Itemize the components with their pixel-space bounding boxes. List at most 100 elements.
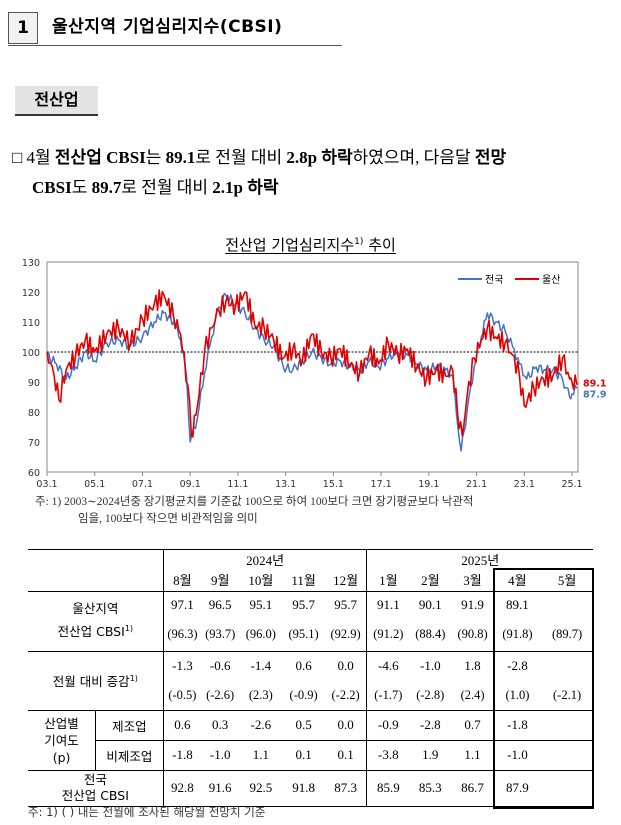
summary-line1-run-7: 전망: [474, 148, 507, 167]
change-label: 전월 대비 증감1): [28, 650, 164, 710]
change-forecast-cell-4: (-2.2): [331, 687, 360, 702]
national-cbsi-cell-2: 92.5: [239, 769, 283, 807]
month-header-1: 9월: [201, 569, 240, 592]
non-manufacturing-cell-3: 0.1: [282, 739, 325, 770]
change-cell-5: -4.6: [366, 650, 410, 681]
ulsan-cbsi-cell-7: 91.9: [451, 590, 494, 618]
ulsan-cbsi-cell-0: 97.1: [162, 590, 202, 618]
manufacturing-cell-2: -2.6: [239, 709, 283, 740]
x-tick-label-9: 21.1: [466, 479, 487, 490]
national-cbsi-cell-6: 85.3: [409, 769, 452, 807]
national-cbsi-cell-4: 87.3: [324, 769, 367, 807]
x-tick-label-3: 09.1: [180, 479, 201, 490]
summary-line2-run-0: CBSI: [32, 178, 72, 197]
x-tick-label-0: 03.1: [36, 479, 57, 490]
ulsan-cbsi-cell-2: 95.1: [239, 590, 283, 618]
month-header-9: 5월: [541, 569, 593, 592]
national-cbsi-cell-0: 92.8: [162, 769, 202, 807]
x-tick-label-5: 13.1: [275, 479, 296, 490]
month-header-8: 4월: [493, 569, 542, 592]
ulsan-cbsi-label: 울산지역 전산업 CBSI1): [28, 590, 164, 651]
x-tick-label-7: 17.1: [371, 479, 392, 490]
ulsan-forecast-cell-7: (90.8): [457, 626, 488, 641]
ulsan-forecast-cell-4: (92.9): [330, 626, 361, 641]
change-forecast-cell-0: (-0.5): [162, 681, 202, 710]
x-tick-label-8: 19.1: [418, 479, 439, 490]
line-chart: 60 70 80 90 100 110 120 130 03.1 05.1 07.1 09.1 11.1…: [22, 258, 607, 490]
change-forecast-cell-5: (-1.7): [366, 681, 410, 710]
ulsan-forecast-cell-2: (96.0): [245, 626, 276, 641]
ulsan-cbsi-cell-9: [541, 590, 593, 618]
x-tick-label-11: 25.1: [561, 479, 582, 490]
year-header-row: 2024년 2025년: [28, 549, 593, 591]
summary-line1-run-2: 는: [145, 148, 166, 167]
non-manufacturing-cell-2: 1.1: [239, 739, 283, 770]
change-forecast-cell-2: (2.3): [248, 687, 273, 702]
change-forecast-cell-1: (-2.6): [206, 687, 235, 702]
change-forecast-row: (-0.5) (-2.6) (2.3) (-0.9) (-2.2) (-1.7) (-2.8…: [28, 681, 593, 710]
manufacturing-cell-1: 0.3: [201, 709, 240, 740]
series-line-1: [46, 289, 578, 438]
ulsan-forecast-cell-9: (89.7): [551, 626, 583, 641]
non-manufacturing-label: 비제조업: [95, 739, 164, 770]
legend-label-national: 전국: [485, 274, 503, 286]
table-footnote: 주: 1) ( ) 내는 전월에 조사된 해당월 전망치 기준: [28, 805, 266, 819]
national-cbsi-cell-1: 91.6: [201, 769, 240, 807]
section-title: 울산지역 기업심리지수(CBSI): [52, 17, 283, 37]
ulsan-forecast-cell-5: (91.2): [366, 618, 410, 651]
ulsan-forecast-cell-6: (88.4): [415, 626, 446, 641]
change-cell-6: -1.0: [409, 650, 452, 681]
section-number: 1: [8, 12, 38, 44]
change-cell-2: -1.4: [239, 650, 283, 681]
change-cell-0: -1.3: [162, 650, 202, 681]
ulsan-forecast-cell-1: (93.7): [205, 626, 236, 641]
x-tick-label-6: 15.1: [323, 479, 344, 490]
ulsan-forecast-cell-3: (95.1): [288, 626, 319, 641]
month-header-3: 11월: [282, 569, 325, 592]
manufacturing-cell-5: -0.9: [366, 709, 410, 740]
ulsan-cbsi-row: 울산지역 전산업 CBSI1) 97.1 96.5 95.1 95.7 95.7 91.1…: [28, 590, 593, 651]
ulsan-cbsi-cell-6: 90.1: [409, 590, 452, 618]
summary-line-1: □ 4월 전산업 CBSI는 89.1로 전월 대비 2.8p 하락하였으며, …: [12, 143, 612, 173]
change-cell-1: -0.6: [201, 650, 240, 681]
change-cell-9: [541, 650, 593, 681]
y-tick-label-0: 60: [28, 468, 40, 479]
non-manufacturing-row: 비제조업 -1.8 -1.0 1.1 0.1 0.1 -3.8 1.9 1.1 -1.0: [28, 739, 593, 770]
y-tick-label-5: 110: [22, 318, 40, 329]
national-cbsi-cell-5: 85.9: [366, 769, 410, 807]
month-header-2: 10월: [239, 569, 283, 592]
chart-title: 전산업 기업심리지수1) 추이: [225, 236, 396, 254]
manufacturing-cell-9: [541, 709, 593, 740]
manufacturing-row: 산업별 기여도 (p) 제조업 0.6 0.3 -2.6 0.5 0.0 -0.9 -2.8…: [28, 709, 593, 770]
x-tick-label-10: 23.1: [514, 479, 535, 490]
manufacturing-label: 제조업: [95, 709, 164, 740]
ulsan-forecast-cell-0: (96.3): [162, 618, 202, 651]
manufacturing-cell-0: 0.6: [162, 709, 202, 740]
change-cell-4: 0.0: [324, 650, 367, 681]
manufacturing-cell-3: 0.5: [282, 709, 325, 740]
year-2024-header: 2024년: [162, 549, 367, 569]
change-forecast-cell-8: (1.0): [505, 687, 530, 702]
summary-paragraph: □ 4월 전산업 CBSI는 89.1로 전월 대비 2.8p 하락하였으며, …: [12, 143, 612, 203]
ulsan-cbsi-cell-4: 95.7: [324, 590, 367, 618]
subsection-tag: 전산업: [15, 86, 98, 116]
non-manufacturing-cell-0: -1.8: [162, 739, 202, 770]
month-header-5: 1월: [366, 569, 410, 592]
change-cell-7: 1.8: [451, 650, 494, 681]
ulsan-cbsi-cell-8: 89.1: [493, 590, 542, 618]
y-tick-label-4: 100: [22, 348, 40, 359]
bullet-box: □: [12, 148, 23, 167]
national-cbsi-cell-9: [541, 769, 593, 807]
non-manufacturing-cell-8: -1.0: [493, 739, 542, 770]
national-cbsi-label: 전국 전산업 CBSI: [28, 769, 164, 807]
chart-footnote-line2: 임을, 100보다 작으면 비관적임을 의미: [78, 513, 258, 525]
ulsan-cbsi-cell-3: 95.7: [282, 590, 325, 618]
change-cell-3: 0.6: [282, 650, 325, 681]
summary-line2-run-4: 2.1p 하락: [212, 178, 279, 197]
chart-footnote: 주: 1) 2003∼2024년중 장기평균치를 기준값 100으로 하여 10…: [35, 494, 615, 528]
end-label-ulsan: 89.1: [583, 379, 606, 390]
national-cbsi-cell-3: 91.8: [282, 769, 325, 807]
x-tick-label-1: 05.1: [84, 479, 105, 490]
chart-footnote-line1: 주: 1) 2003∼2024년중 장기평균치를 기준값 100으로 하여 10…: [35, 496, 474, 508]
y-tick-label-3: 90: [28, 378, 40, 389]
